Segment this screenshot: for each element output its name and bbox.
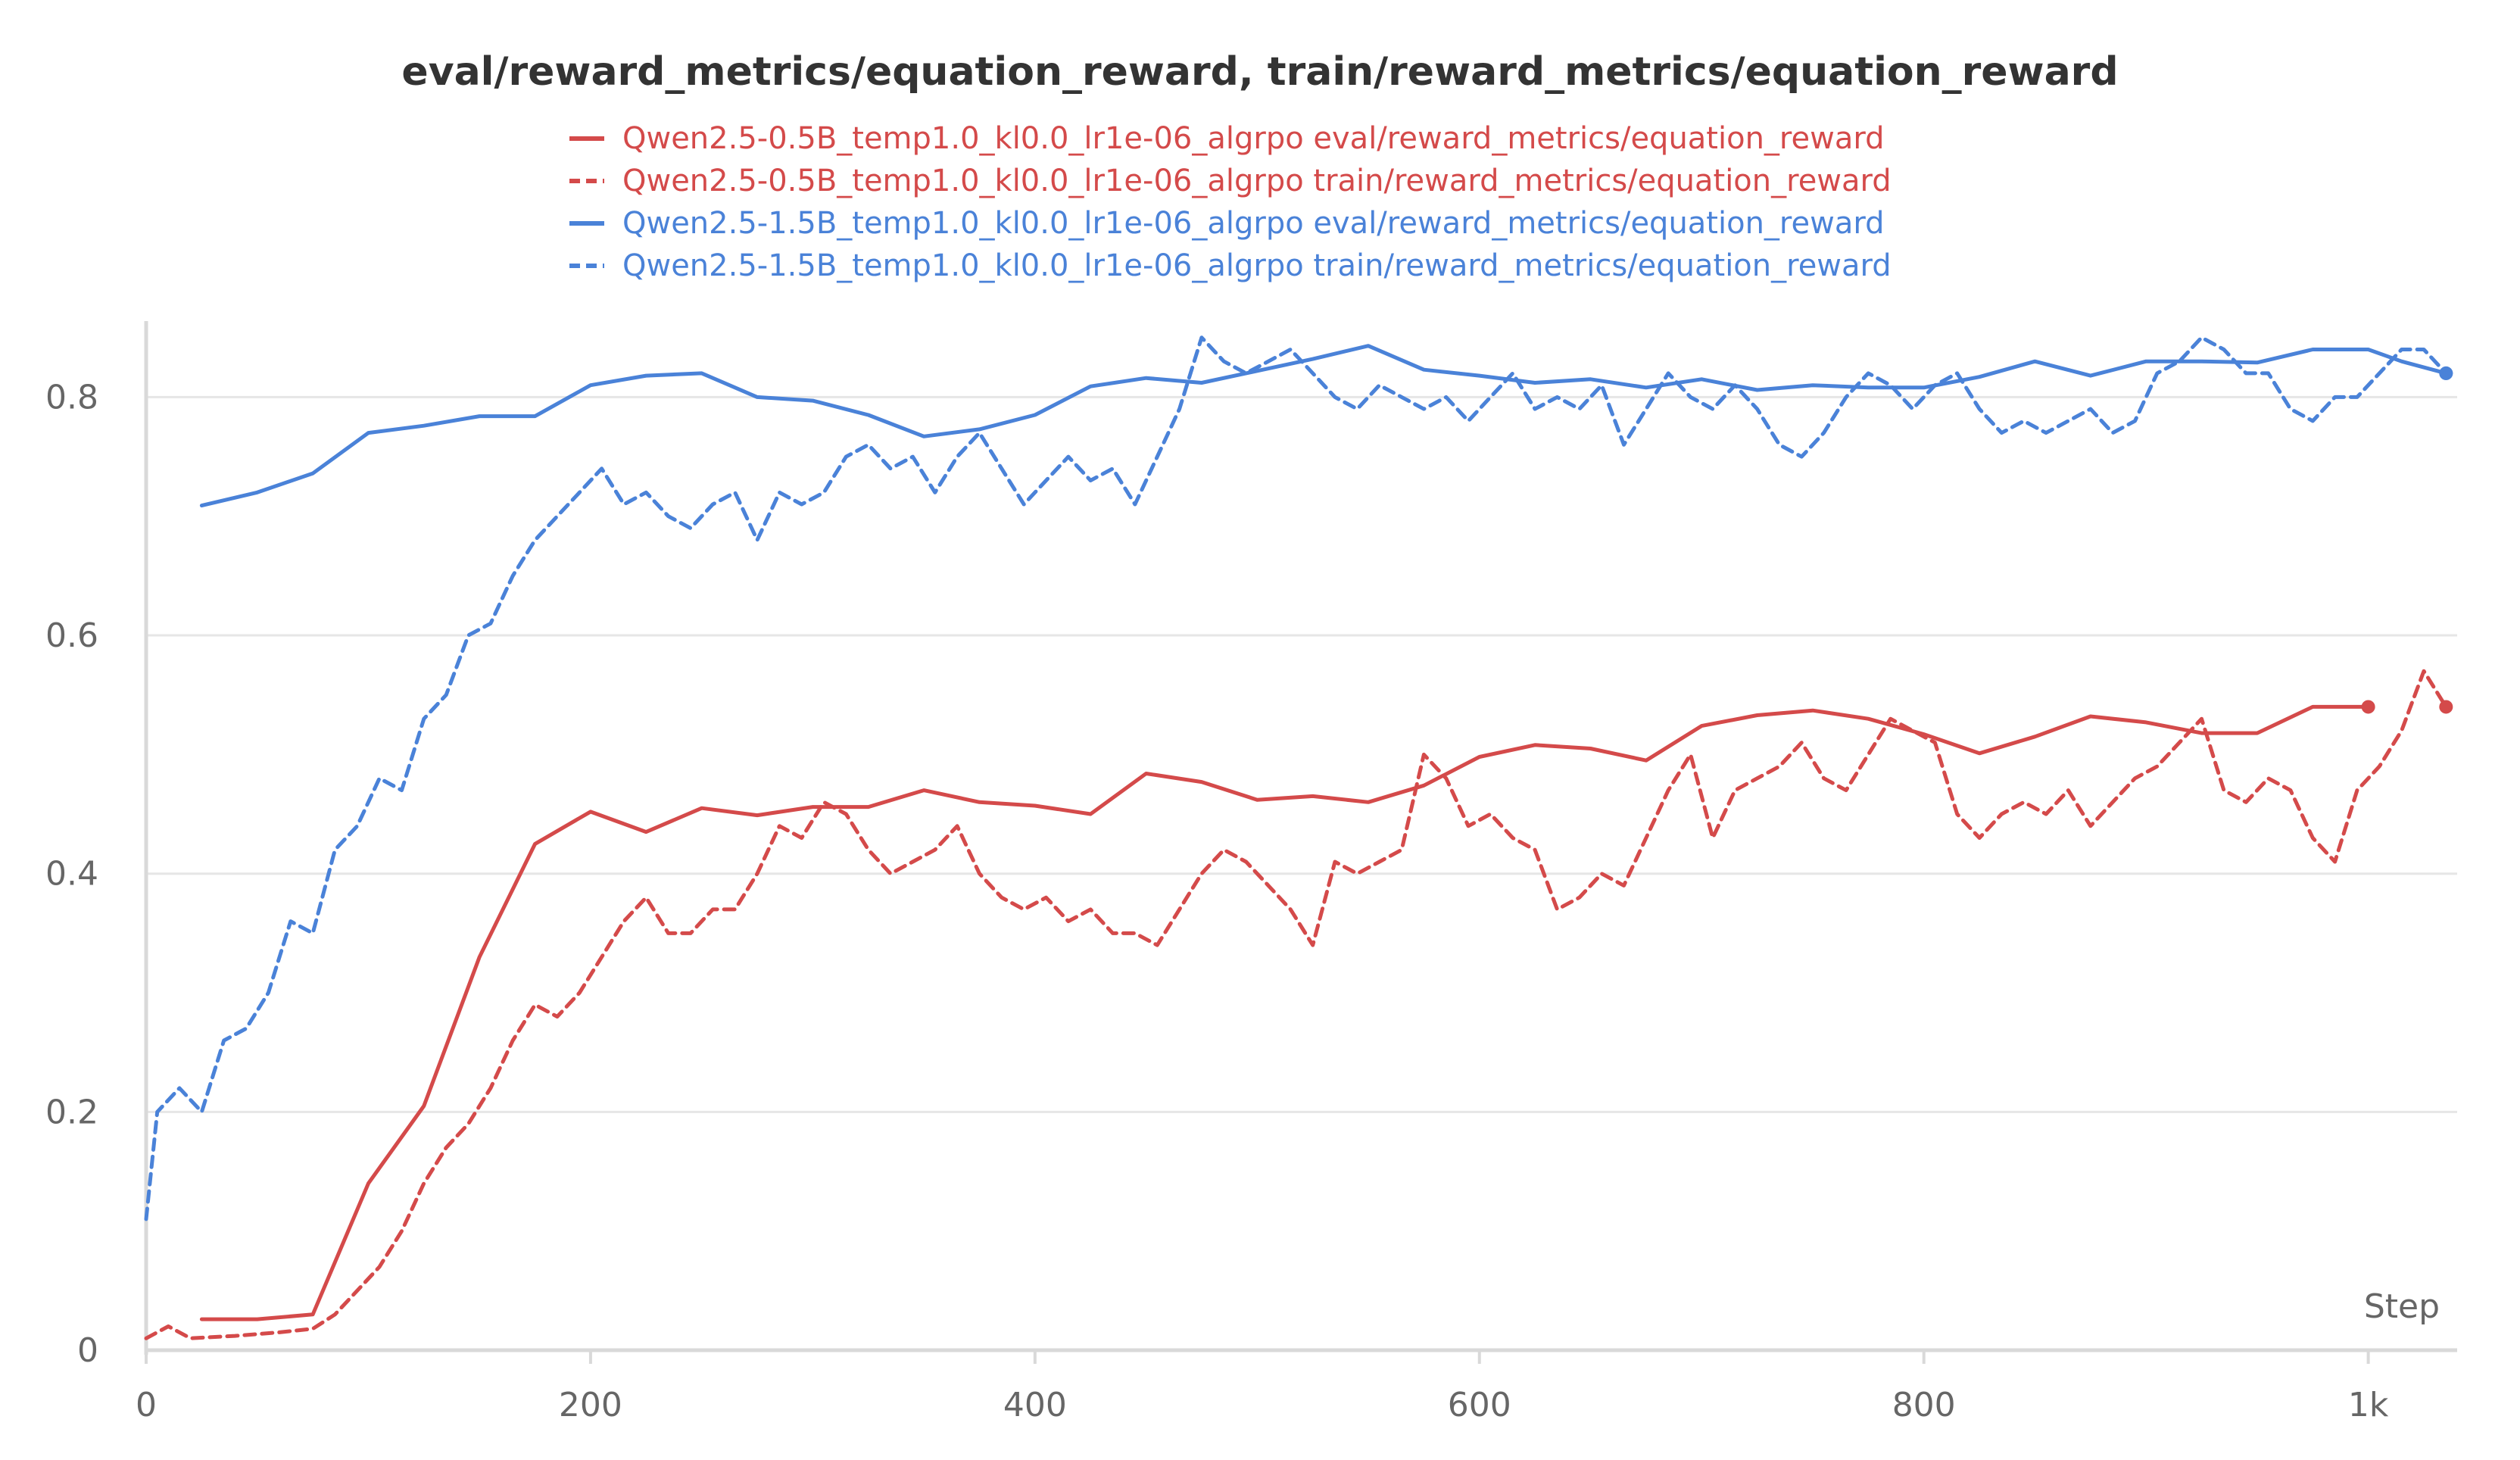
series-line-3 xyxy=(144,335,2448,1221)
x-tick-label: 600 xyxy=(1448,1386,1511,1424)
legend-label-2: Qwen2.5-1.5B_temp1.0_kl0.0_lr1e-06_algrp… xyxy=(622,206,1884,241)
series-layer xyxy=(144,335,2453,1340)
axes: 0 0.2 0.4 0.6 0.8 0 200 400 600 800 1k xyxy=(45,321,2457,1424)
x-tick-label: 800 xyxy=(1892,1386,1956,1424)
chart-title: eval/reward_metrics/equation_reward, tra… xyxy=(401,49,2118,95)
legend-label-3: Qwen2.5-1.5B_temp1.0_kl0.0_lr1e-06_algrp… xyxy=(622,248,1892,283)
x-tick-label: 400 xyxy=(1003,1386,1067,1424)
y-tick-label: 0.8 xyxy=(45,378,98,416)
series-endpoint-3 xyxy=(2439,366,2453,380)
legend-label-0: Qwen2.5-0.5B_temp1.0_kl0.0_lr1e-06_algrp… xyxy=(622,121,1884,156)
x-tick-label: 200 xyxy=(559,1386,622,1424)
series-endpoint-1 xyxy=(2439,700,2453,714)
legend: Qwen2.5-0.5B_temp1.0_kl0.0_lr1e-06_algrp… xyxy=(569,121,1892,283)
y-tick-label: 0 xyxy=(77,1331,98,1370)
x-axis-title: Step xyxy=(2364,1287,2440,1326)
series-line-2 xyxy=(199,344,2448,508)
series-endpoint-0 xyxy=(2361,700,2375,714)
x-tick-label: 0 xyxy=(136,1386,157,1424)
legend-label-1: Qwen2.5-0.5B_temp1.0_kl0.0_lr1e-06_algrp… xyxy=(622,164,1892,198)
y-tick-label: 0.2 xyxy=(45,1093,98,1131)
y-tick-label: 0.4 xyxy=(45,855,98,894)
y-tick-label: 0.6 xyxy=(45,616,98,655)
series-line-0 xyxy=(199,704,2371,1321)
x-tick-label: 1k xyxy=(2348,1386,2389,1424)
gridlines xyxy=(146,395,2457,1113)
series-line-1 xyxy=(144,669,2448,1340)
